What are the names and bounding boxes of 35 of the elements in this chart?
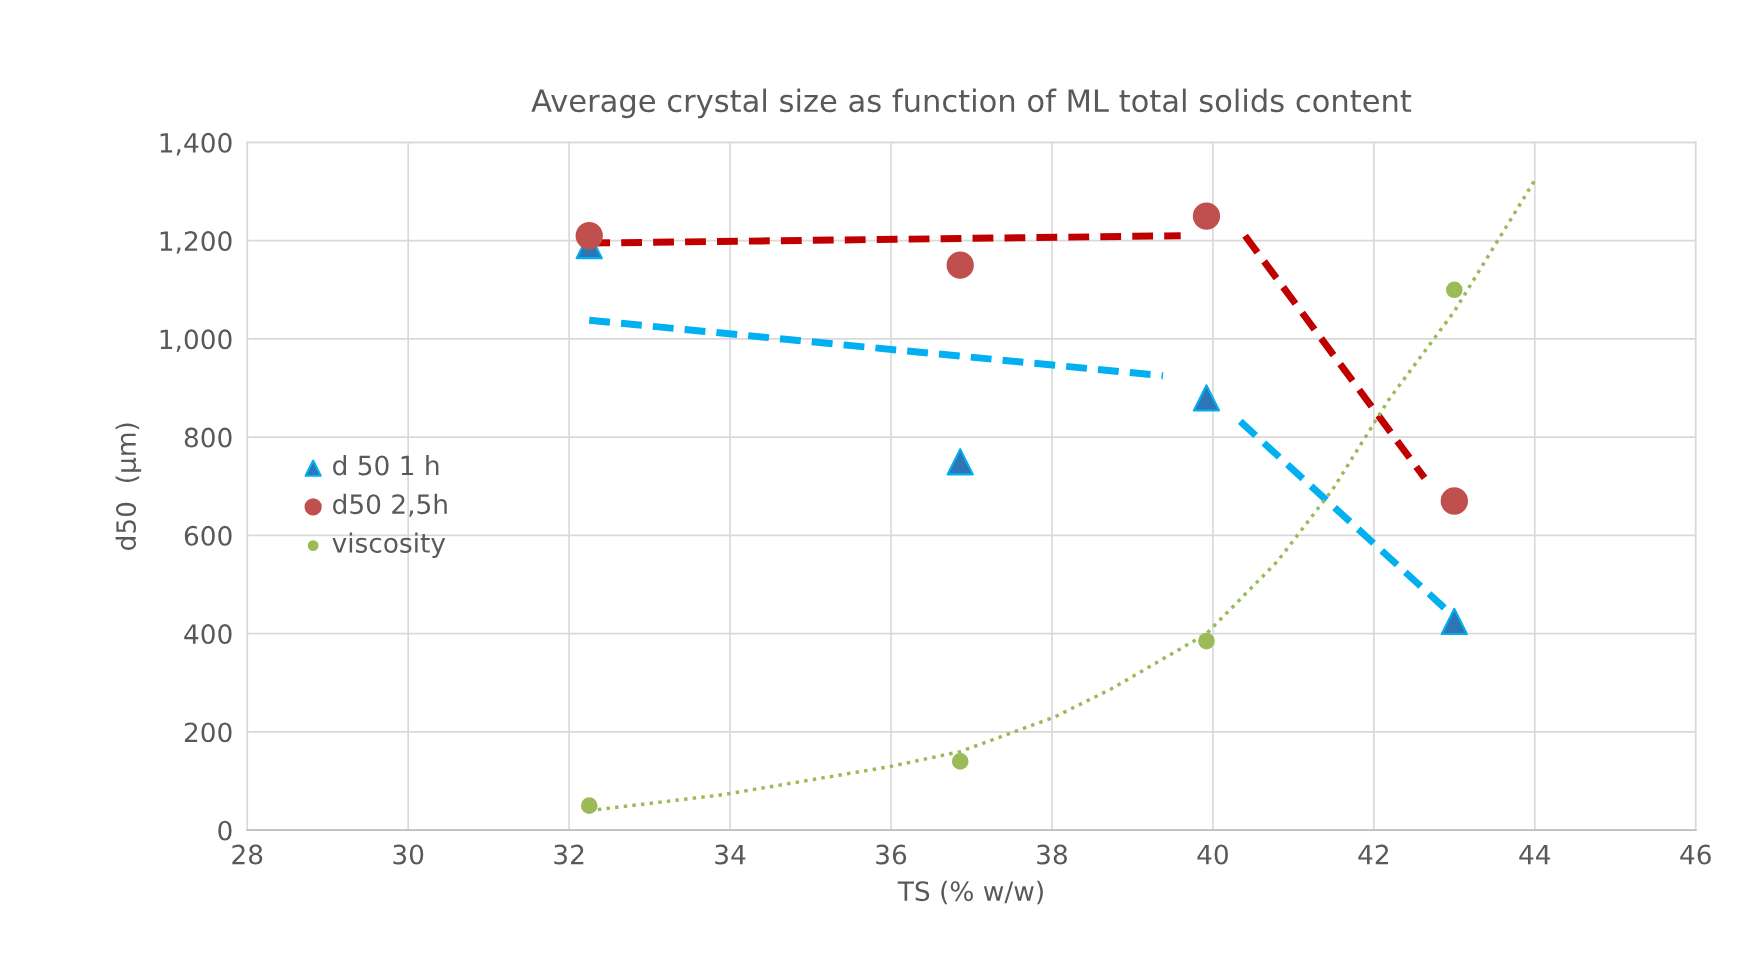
point xyxy=(1440,607,1468,636)
x-tick-label: 40 xyxy=(1197,844,1228,865)
x-tick-label: 28 xyxy=(232,844,263,865)
y-tick-label: 800 xyxy=(184,427,232,448)
point xyxy=(1198,632,1215,650)
x-tick-label: 46 xyxy=(1680,844,1711,865)
point xyxy=(575,222,603,250)
y-axis-title: d50 (µm) xyxy=(115,423,142,550)
x-tick-label: 34 xyxy=(715,844,746,865)
x-axis-title: TS (% w/w) xyxy=(897,880,1043,905)
point xyxy=(1192,202,1221,230)
legend-label: viscosity xyxy=(332,532,446,559)
chart-title: Average crystal size as function of ML total solids content xyxy=(531,88,1412,119)
x-tick-label: 42 xyxy=(1358,844,1388,865)
x-tick-label: 32 xyxy=(554,844,584,865)
legend-label: d 50 1 h xyxy=(333,455,439,476)
point xyxy=(946,251,974,279)
y-tick-label: 600 xyxy=(184,525,232,546)
x-tick-label: 36 xyxy=(876,844,907,865)
point xyxy=(1446,281,1463,299)
y-tick-label: 200 xyxy=(184,722,232,743)
y-tick-label: 1,000 xyxy=(160,329,232,352)
point xyxy=(951,753,969,770)
y-tick-label: 400 xyxy=(184,624,232,645)
point xyxy=(580,797,598,814)
y-tick-label: 1,400 xyxy=(160,132,232,156)
x-tick-label: 38 xyxy=(1037,844,1067,865)
x-tick-label: 44 xyxy=(1519,844,1551,865)
x-tick-label: 30 xyxy=(393,844,424,865)
y-tick-label: 1,200 xyxy=(160,231,232,254)
legend-label: d50 2,5h xyxy=(333,493,447,517)
point xyxy=(946,448,974,476)
point xyxy=(1192,384,1221,412)
point xyxy=(1440,487,1468,515)
y-tick-label: 0 xyxy=(218,820,232,841)
